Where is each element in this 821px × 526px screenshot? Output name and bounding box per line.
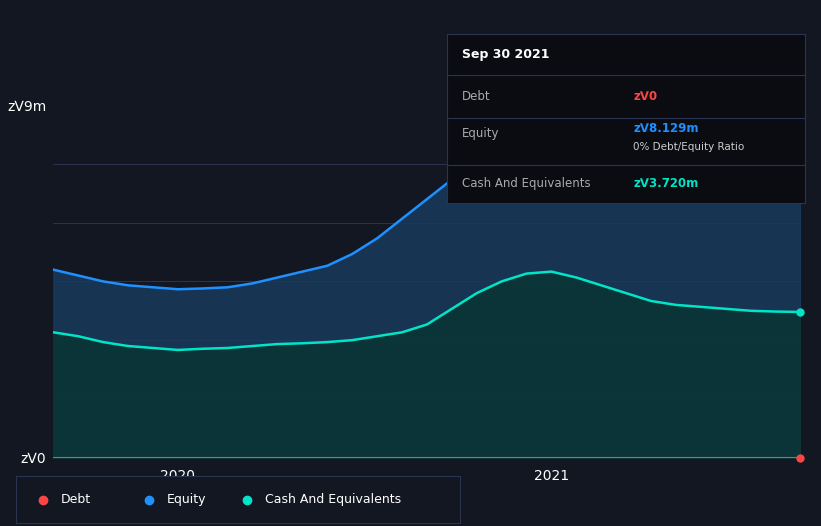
Text: Equity: Equity bbox=[461, 127, 499, 140]
Text: Debt: Debt bbox=[61, 493, 91, 506]
Text: Sep 30 2021: Sep 30 2021 bbox=[461, 48, 549, 61]
Text: Cash And Equivalents: Cash And Equivalents bbox=[461, 177, 590, 190]
Text: Cash And Equivalents: Cash And Equivalents bbox=[264, 493, 401, 506]
Text: Equity: Equity bbox=[167, 493, 207, 506]
Text: 0% Debt/Equity Ratio: 0% Debt/Equity Ratio bbox=[633, 142, 745, 152]
Text: zᐯ0: zᐯ0 bbox=[633, 90, 658, 103]
Text: zᐯ3.720m: zᐯ3.720m bbox=[633, 177, 699, 190]
Text: zᐯ8.129m: zᐯ8.129m bbox=[633, 122, 699, 135]
Text: Debt: Debt bbox=[461, 90, 490, 103]
